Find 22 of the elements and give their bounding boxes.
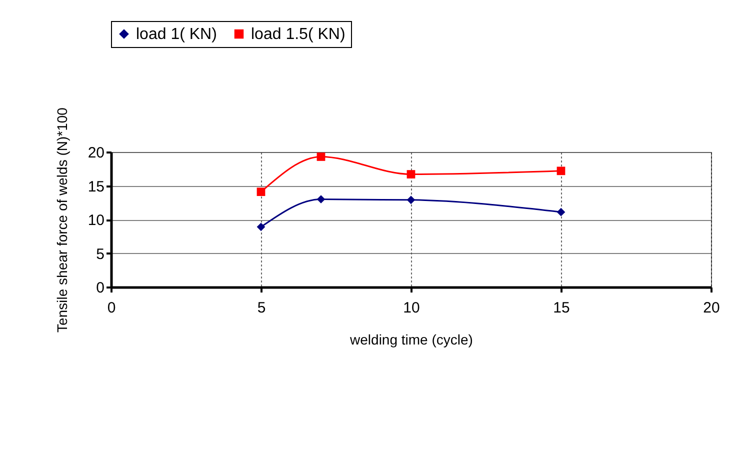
x-tick-label: 15 [553,300,570,316]
point [556,166,566,176]
x-tick-label: 20 [703,300,720,316]
point [316,195,326,204]
legend-label: load 1.5( KN) [251,26,346,43]
y-axis-title: Tensile shear force of welds (N)*100 [54,107,70,332]
point [256,222,266,232]
point [256,188,266,196]
x-axis-title: welding time (cycle) [349,332,473,348]
y-tick-label: 15 [88,178,104,196]
y-tick-label: 10 [88,212,104,229]
legend-label: load 1( KN) [136,26,217,43]
x-tick-label: 10 [403,300,420,316]
point [406,170,416,178]
y-tick-label: 5 [96,246,104,263]
y-tick-label: 0 [96,280,104,296]
y-tick-label: 20 [88,144,104,162]
x-tick-label: 5 [257,300,266,316]
point [406,196,416,204]
point [316,152,326,161]
point [556,208,566,216]
x-tick-label: 0 [107,300,116,316]
